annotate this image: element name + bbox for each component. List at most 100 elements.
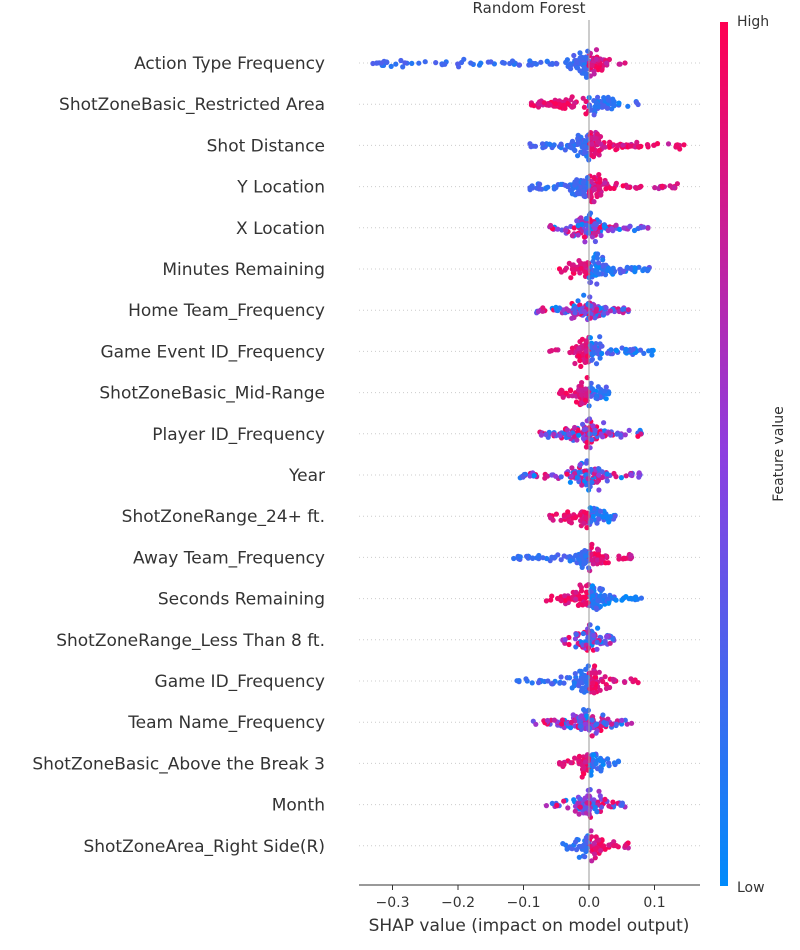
data-point — [591, 71, 597, 77]
data-point — [593, 100, 600, 106]
data-point — [580, 421, 586, 427]
data-point — [583, 666, 589, 673]
data-point — [681, 142, 687, 148]
data-point — [579, 762, 585, 768]
data-point — [602, 180, 608, 186]
data-point — [416, 60, 422, 66]
data-point — [613, 180, 620, 186]
data-point — [619, 597, 625, 603]
data-point — [589, 141, 595, 147]
data-point — [562, 147, 568, 153]
feature-label: Seconds Remaining — [158, 590, 325, 610]
data-point — [594, 639, 600, 645]
data-point — [593, 47, 600, 53]
data-point — [569, 315, 575, 321]
data-point — [644, 142, 651, 148]
data-point — [572, 515, 579, 521]
data-point — [593, 760, 599, 767]
data-point — [584, 392, 590, 398]
data-point — [594, 479, 600, 485]
data-point — [572, 424, 578, 431]
data-point — [621, 225, 627, 231]
feature-points — [527, 129, 687, 163]
data-point — [581, 427, 587, 433]
data-point — [578, 588, 585, 594]
data-point — [563, 265, 570, 271]
data-point — [540, 555, 546, 561]
data-point — [573, 596, 579, 602]
data-point — [600, 712, 606, 718]
data-point — [398, 57, 404, 64]
data-point — [580, 180, 586, 186]
x-tick-label: −0.3 — [376, 895, 410, 911]
data-point — [589, 557, 595, 563]
data-point — [576, 140, 582, 146]
data-point — [549, 348, 555, 354]
data-point — [558, 141, 564, 147]
data-point — [583, 583, 590, 589]
data-point — [641, 350, 647, 356]
data-point — [587, 686, 593, 692]
data-point — [582, 149, 588, 155]
data-point — [543, 803, 550, 809]
data-point — [597, 687, 603, 693]
data-point — [595, 260, 602, 266]
data-point — [562, 637, 568, 643]
data-point — [616, 553, 622, 559]
data-point — [542, 475, 548, 481]
data-point — [600, 678, 606, 685]
data-point — [591, 797, 597, 803]
data-point — [597, 355, 603, 361]
data-point — [582, 854, 588, 860]
data-point — [623, 346, 629, 352]
data-point — [551, 431, 557, 437]
data-point — [569, 465, 575, 471]
data-point — [582, 269, 588, 275]
data-point — [545, 717, 551, 724]
data-point — [581, 193, 587, 199]
data-point — [566, 431, 572, 437]
data-point — [576, 800, 582, 806]
data-point — [571, 270, 577, 276]
data-point — [596, 147, 603, 154]
data-point — [671, 185, 678, 191]
data-point — [585, 635, 591, 641]
data-point — [560, 762, 566, 768]
data-point — [589, 834, 595, 840]
data-point — [605, 756, 611, 762]
data-point — [593, 605, 599, 611]
data-point — [625, 307, 631, 313]
data-point — [613, 597, 619, 603]
data-point — [617, 61, 623, 67]
colorbar-low-label: Low — [737, 880, 765, 896]
data-point — [610, 265, 616, 271]
data-point — [566, 518, 572, 525]
data-point — [581, 309, 587, 315]
data-point — [378, 60, 384, 66]
data-point — [529, 680, 535, 686]
data-point — [402, 60, 408, 66]
data-point — [549, 800, 555, 807]
data-point — [624, 264, 630, 270]
data-point — [677, 146, 683, 152]
data-point — [594, 520, 600, 526]
data-point — [619, 345, 625, 351]
data-point — [589, 733, 595, 739]
feature-label: Year — [288, 466, 325, 486]
data-point — [595, 552, 602, 558]
data-point — [583, 835, 590, 841]
data-point — [581, 520, 587, 526]
data-point — [603, 685, 610, 692]
data-point — [589, 356, 596, 362]
data-point — [533, 61, 540, 67]
feature-points — [527, 172, 681, 205]
data-point — [611, 99, 617, 105]
data-point — [596, 837, 602, 843]
data-point — [613, 147, 619, 153]
feature-label: Month — [272, 796, 325, 816]
x-tick-label: −0.1 — [507, 895, 541, 911]
data-point — [571, 103, 577, 109]
data-point — [582, 721, 589, 727]
data-point — [593, 670, 599, 677]
data-point — [557, 680, 563, 686]
